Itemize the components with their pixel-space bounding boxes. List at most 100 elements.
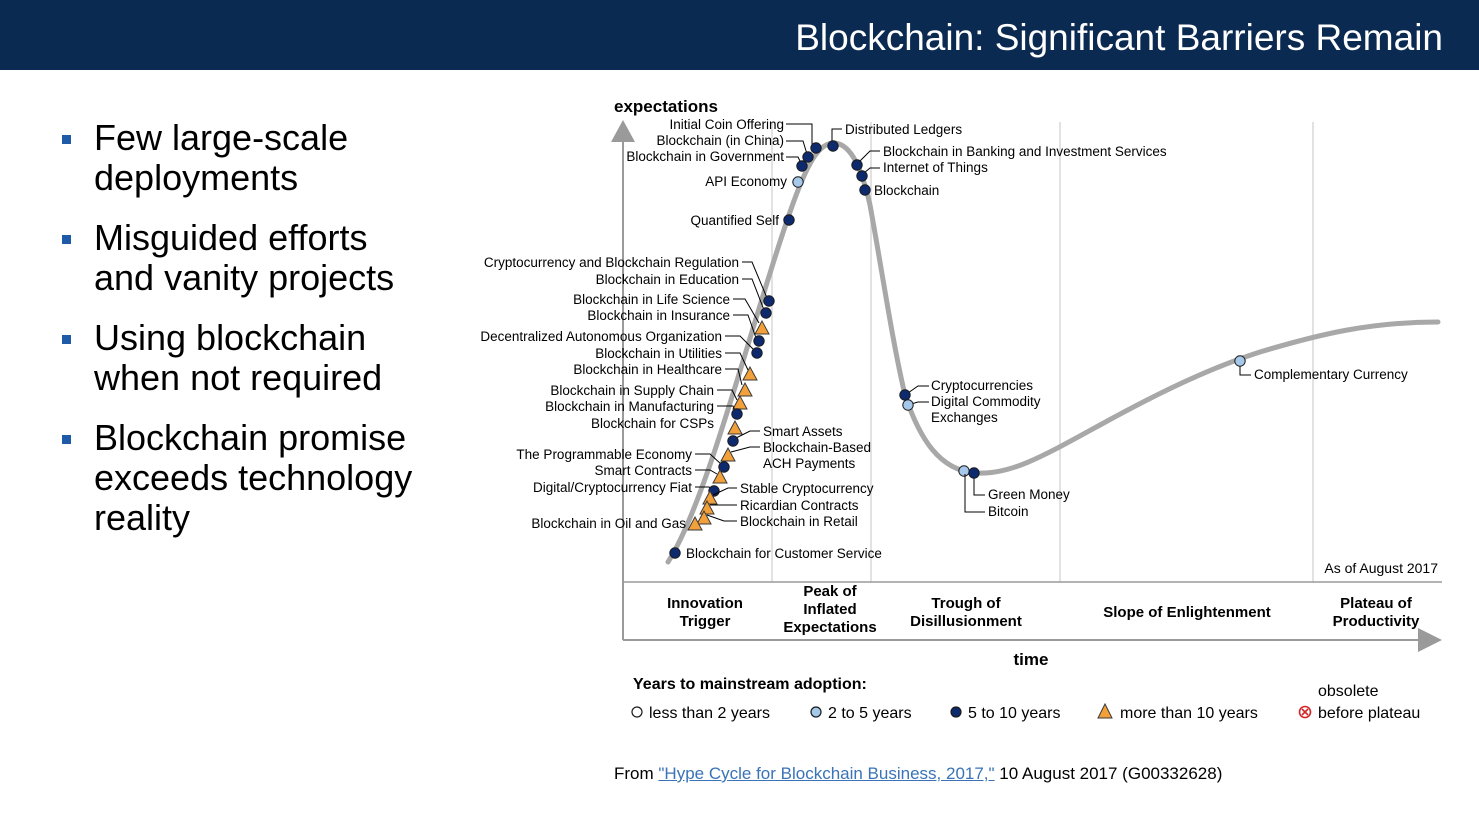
technology-label: Cryptocurrencies — [931, 378, 1033, 393]
x-axis-label: time — [1014, 650, 1049, 669]
technology-label: Blockchain in Insurance — [587, 308, 730, 323]
y-axis-label: expectations — [614, 97, 718, 116]
bullet-square-icon — [62, 335, 71, 344]
leader-line — [786, 140, 808, 155]
source-prefix: From — [614, 764, 659, 783]
technology-label: The Programmable Economy — [516, 447, 692, 462]
technology-label: Digital/Cryptocurrency Fiat — [533, 480, 692, 495]
leader-line — [863, 167, 880, 174]
technology-label: Green Money — [988, 487, 1070, 502]
circle-marker-icon — [856, 170, 868, 182]
technology-label: Blockchain in Education — [596, 272, 739, 287]
bullet-list: Few large-scale deployments Misguided effo… — [60, 118, 460, 558]
technology-label: Blockchain-Based ACH Payments — [763, 440, 871, 471]
technology-label: Blockchain for CSPs — [591, 416, 714, 431]
bullet-square-icon — [62, 135, 71, 144]
circle-marker-icon — [792, 176, 804, 188]
circle-marker-icon — [899, 389, 911, 401]
technology-label: Digital Commodity Exchanges — [931, 394, 1041, 425]
source-suffix: 10 August 2017 (G00332628) — [994, 764, 1223, 783]
circle-marker-icon — [1234, 355, 1246, 367]
leader-line — [907, 385, 929, 394]
technology-label: Ricardian Contracts — [740, 498, 859, 513]
technology-label: Blockchain in Supply Chain — [550, 383, 714, 398]
leader-line — [725, 368, 743, 386]
circle-marker-icon — [796, 160, 808, 172]
bullet-item: Few large-scale deployments — [60, 118, 460, 198]
leader-line — [1239, 364, 1251, 376]
legend-label: 2 to 5 years — [828, 705, 912, 722]
circle-marker-icon — [968, 467, 980, 479]
bullet-text: Using blockchain — [94, 317, 367, 358]
technology-label: Distributed Ledgers — [845, 122, 962, 137]
technology-label: Blockchain in Banking and Investment Ser… — [883, 144, 1167, 159]
source-link[interactable]: "Hype Cycle for Blockchain Business, 201… — [658, 764, 995, 783]
leader-line — [973, 474, 985, 496]
leader-line — [733, 298, 760, 324]
bullet-text: reality — [94, 497, 191, 538]
legend-x-mark-icon — [1301, 708, 1309, 716]
leader-line — [695, 469, 718, 475]
bullet-text: and vanity projects — [94, 257, 395, 298]
legend-label: 5 to 10 years — [968, 705, 1061, 722]
bullet-square-icon — [62, 435, 71, 444]
phase-label: Slope of Enlightenment — [1103, 604, 1271, 621]
triangle-marker-icon — [732, 394, 748, 410]
circle-marker-icon — [760, 307, 772, 319]
technology-label: Blockchain in Manufacturing — [545, 399, 714, 414]
leader-line — [910, 401, 929, 405]
technology-label: Blockchain in Healthcare — [573, 362, 722, 377]
circle-marker-icon — [902, 399, 914, 411]
technology-label: Blockchain in Retail — [740, 514, 858, 529]
legend-triangle-icon — [1097, 702, 1113, 719]
legend-circle-icon — [631, 706, 643, 718]
technology-label: Complementary Currency — [1254, 367, 1408, 382]
technology-label: Stable Cryptocurrency — [740, 481, 874, 496]
bullet-square-icon — [62, 235, 71, 244]
triangle-marker-icon — [754, 319, 770, 335]
leader-line — [733, 314, 757, 339]
x-axis-arrow-icon — [1418, 628, 1442, 652]
bullet-item: Misguided efforts and vanity projects — [60, 218, 460, 298]
triangle-marker-icon — [720, 446, 736, 462]
circle-marker-icon — [827, 140, 839, 152]
leader-line — [706, 514, 737, 522]
triangle-marker-icon — [696, 509, 712, 525]
leader-line — [742, 261, 768, 299]
triangle-marker-icon — [712, 468, 728, 484]
legend-circle-icon — [950, 706, 962, 718]
leader-line — [695, 453, 722, 465]
circle-marker-icon — [763, 295, 775, 307]
bullet-text: Blockchain promise — [94, 417, 407, 458]
leader-line — [735, 430, 760, 439]
bullet-item: Using blockchain when not required — [60, 318, 460, 398]
title-banner: Blockchain: Significant Barriers Remain — [0, 0, 1479, 70]
technology-label: Quantified Self — [690, 213, 779, 228]
technology-label: Cryptocurrency and Blockchain Regulation — [484, 255, 739, 270]
circle-marker-icon — [669, 547, 681, 559]
triangle-marker-icon — [742, 365, 758, 381]
legend-label: more than 10 years — [1120, 705, 1258, 722]
technology-label: Blockchain — [874, 183, 939, 198]
as-of-note: As of August 2017 — [1324, 560, 1438, 576]
triangle-marker-icon — [687, 515, 703, 531]
technology-label: Decentralized Autonomous Organization — [480, 329, 722, 344]
technology-label: Blockchain in Life Science — [573, 292, 730, 307]
triangle-marker-icon — [727, 419, 743, 435]
bullet-text: when not required — [94, 357, 383, 398]
circle-marker-icon — [851, 159, 863, 171]
technology-label: Bitcoin — [988, 504, 1029, 519]
slide-title: Blockchain: Significant Barriers Remain — [795, 17, 1443, 58]
technology-label: Blockchain in Utilities — [595, 346, 722, 361]
technology-label: Blockchain in Oil and Gas — [531, 516, 686, 531]
leader-line — [964, 474, 985, 513]
technology-label: Initial Coin Offering — [669, 117, 784, 132]
bullet-text: Misguided efforts — [94, 217, 368, 258]
leader-line — [786, 123, 813, 146]
technology-label: API Economy — [705, 174, 787, 189]
technology-label: Blockchain for Customer Service — [686, 546, 882, 561]
circle-marker-icon — [802, 151, 814, 163]
leader-line — [717, 389, 738, 401]
leader-line — [831, 128, 842, 143]
technology-label: Blockchain in Government — [626, 149, 784, 164]
